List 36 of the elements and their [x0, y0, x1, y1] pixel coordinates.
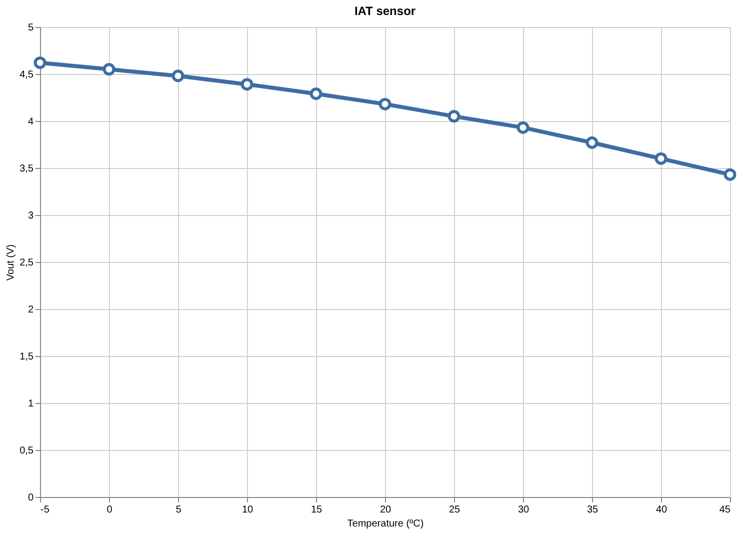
x-tick-label: 40 [656, 504, 668, 516]
x-tick-label: 15 [310, 504, 322, 516]
y-tick-label: 0,5 [20, 446, 34, 456]
point [172, 70, 184, 82]
x-tick-label: 30 [518, 504, 530, 516]
point [654, 152, 668, 165]
point [102, 63, 116, 76]
y-axis-title: Vout (V) [6, 244, 17, 281]
y-tick-label: 2 [28, 304, 34, 316]
point [240, 78, 254, 91]
x-tick-label: 20 [380, 504, 392, 516]
x-axis-title: Temperature (ºC) [347, 518, 424, 530]
x-tick-label: -5 [40, 504, 50, 516]
y-tick-label: 2,5 [20, 258, 34, 268]
point [34, 56, 46, 69]
x-tick-label: 0 [106, 504, 113, 516]
y-tick-label: 4 [28, 116, 34, 128]
y-tick-label: 4,5 [20, 70, 34, 80]
x-tick-label: 45 [719, 504, 731, 516]
x-tick-label: 25 [448, 504, 460, 516]
point [724, 168, 736, 181]
point [448, 110, 460, 123]
x-tick-label: 35 [586, 504, 598, 516]
y-tick-label: 5 [28, 22, 34, 34]
point [516, 121, 530, 134]
x-tick-label: 5 [176, 504, 182, 516]
x-tick-label: 10 [242, 504, 254, 516]
y-tick-label: 1,5 [20, 352, 34, 362]
chart-title: IAT sensor [354, 4, 416, 18]
point [310, 88, 322, 100]
point [586, 136, 598, 149]
y-tick-label: 3 [28, 210, 34, 222]
y-tick-label: 3,5 [20, 164, 34, 174]
y-tick-label: 1 [28, 398, 34, 410]
y-tick-label: 0 [28, 492, 34, 504]
point [378, 98, 392, 110]
